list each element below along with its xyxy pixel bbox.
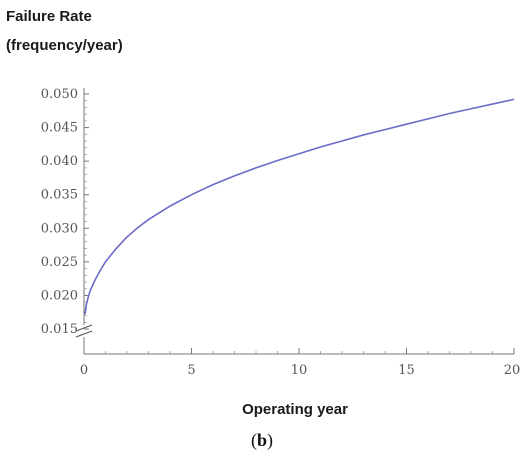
y-tick-label: 0.020 xyxy=(41,288,78,303)
tick-labels-layer: 0.015 0.020 0.025 0.030 0.035 0.040 0.045 0.050… xyxy=(41,87,520,378)
y-tick-label: 0.035 xyxy=(41,188,78,203)
panel-label-close: ) xyxy=(267,430,273,451)
x-tick-label: 0 xyxy=(80,363,88,378)
ticks-layer xyxy=(83,93,515,354)
y-axis-break-mark xyxy=(75,324,93,338)
failure-rate-series-line xyxy=(84,98,515,315)
x-tick-label: 5 xyxy=(187,363,195,378)
y-tick-label: 0.025 xyxy=(41,255,78,270)
y-tick-label: 0.045 xyxy=(41,121,78,136)
x-tick-label: 15 xyxy=(398,363,415,378)
panel-label-letter: b xyxy=(257,430,267,450)
x-tick-label: 10 xyxy=(291,363,308,378)
y-tick-label: 0.030 xyxy=(41,221,78,236)
x-axis-title: Operating year xyxy=(242,401,348,418)
x-tick-label: 20 xyxy=(504,363,521,378)
panel-label: (b) xyxy=(251,430,273,451)
y-tick-label: 0.050 xyxy=(41,87,78,102)
y-tick-label: 0.040 xyxy=(41,154,78,169)
y-axis-title-line-2: (frequency/year) xyxy=(6,37,123,54)
y-tick-label: 0.015 xyxy=(41,322,78,337)
panel-label-open: ( xyxy=(251,430,257,451)
y-axis-title-line-1: Failure Rate xyxy=(6,8,92,25)
